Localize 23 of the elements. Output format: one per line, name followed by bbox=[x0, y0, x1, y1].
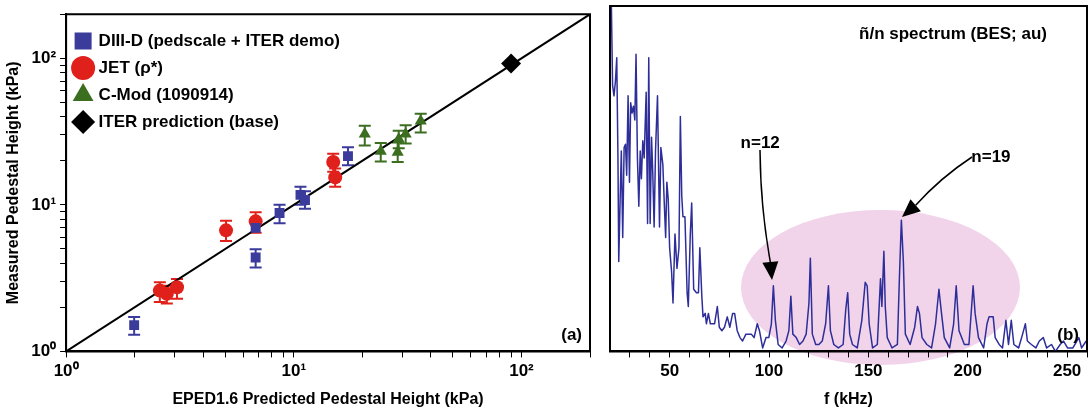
annotation: n=19 bbox=[971, 146, 1011, 166]
annotation: n=12 bbox=[740, 133, 780, 153]
x-tick-label: 250 bbox=[1052, 361, 1082, 381]
legend-label: ITER prediction (base) bbox=[98, 111, 280, 131]
x-tick-label: 10¹ bbox=[281, 361, 307, 381]
x-tick-label: 10² bbox=[509, 361, 535, 381]
y-axis-title: Measured Pedestal Height (kPa) bbox=[4, 61, 22, 305]
legend-label: C-Mod (1090914) bbox=[98, 84, 234, 104]
x-tick-label: 10⁰ bbox=[53, 361, 79, 381]
x-axis-title: f (kHz) bbox=[824, 389, 873, 407]
legend-label: JET (ρ*) bbox=[98, 57, 163, 77]
y-tick-label: 10¹ bbox=[31, 194, 57, 214]
annotation: (a) bbox=[561, 324, 582, 344]
y-tick-label: 10² bbox=[31, 48, 57, 67]
annotation: (b) bbox=[1057, 324, 1079, 344]
x-tick-label: 100 bbox=[754, 361, 784, 381]
x-axis-title: EPED1.6 Predicted Pedestal Height (kPa) bbox=[172, 389, 484, 407]
legend-label: DIII-D (pedscale + ITER demo) bbox=[98, 30, 340, 50]
text: ñ/n spectrum (BES; au) bbox=[859, 24, 1047, 44]
x-tick-label: 50 bbox=[660, 361, 680, 381]
y-tick-label: 10⁰ bbox=[31, 341, 57, 361]
x-tick-label: 200 bbox=[953, 361, 982, 381]
x-tick-label: 150 bbox=[854, 361, 883, 381]
